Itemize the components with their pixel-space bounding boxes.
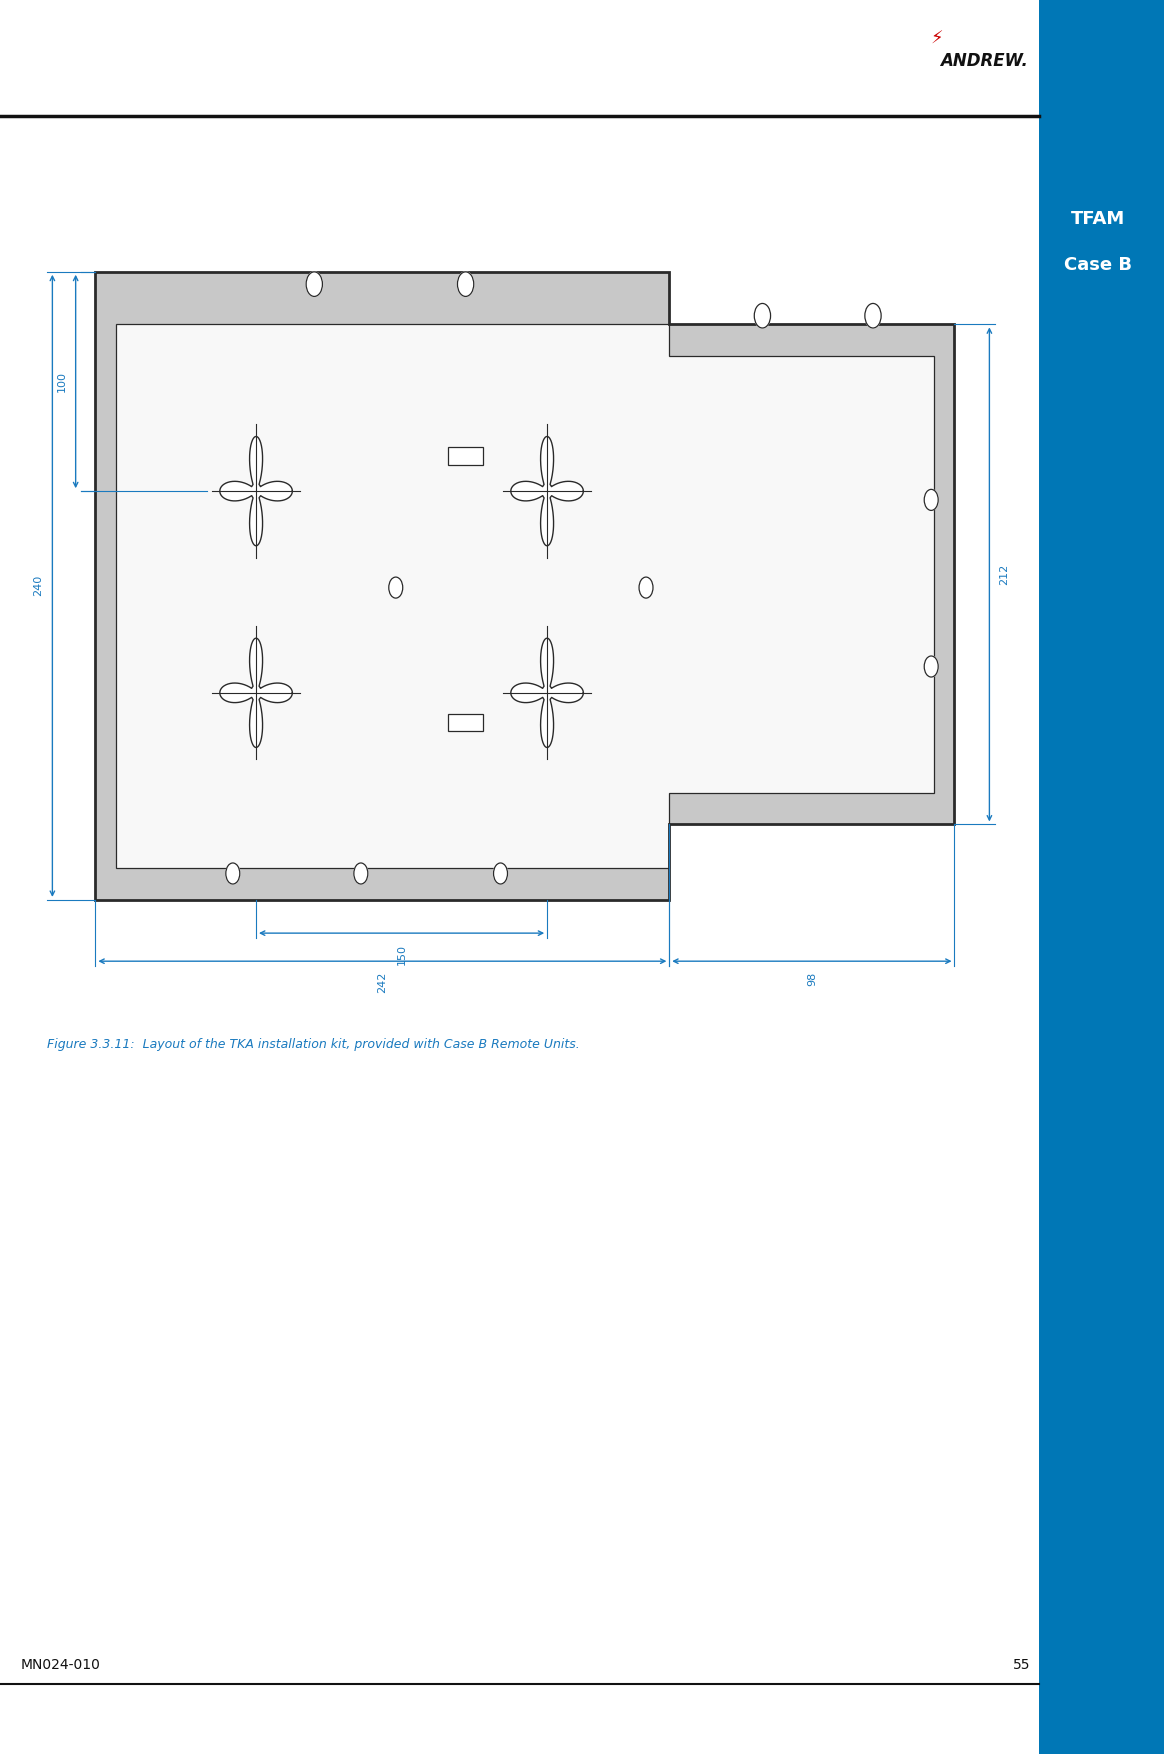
Text: Figure 3.3.11:  Layout of the TKA installation kit, provided with Case B Remote : Figure 3.3.11: Layout of the TKA install…	[47, 1038, 580, 1051]
Polygon shape	[511, 638, 583, 747]
Polygon shape	[220, 638, 292, 747]
Text: MN024-010: MN024-010	[21, 1658, 101, 1672]
Circle shape	[754, 303, 771, 328]
Circle shape	[924, 489, 938, 510]
Polygon shape	[95, 272, 954, 900]
Text: 100: 100	[56, 372, 66, 391]
Text: ANDREW.: ANDREW.	[939, 53, 1028, 70]
Text: 55: 55	[1013, 1658, 1030, 1672]
Text: ⚡: ⚡	[931, 30, 943, 47]
Bar	[116, 868, 669, 900]
Bar	[1039, 0, 1164, 1754]
Circle shape	[639, 577, 653, 598]
Bar	[448, 714, 483, 731]
Circle shape	[457, 272, 474, 296]
Bar	[95, 272, 669, 324]
Bar	[448, 447, 483, 465]
Polygon shape	[511, 437, 583, 545]
Bar	[934, 324, 954, 824]
Bar	[669, 324, 954, 356]
Text: 242: 242	[377, 972, 388, 993]
Circle shape	[924, 656, 938, 677]
Circle shape	[226, 863, 240, 884]
Text: TFAM: TFAM	[1071, 210, 1124, 228]
Text: 212: 212	[999, 563, 1009, 586]
Polygon shape	[220, 437, 292, 545]
Circle shape	[389, 577, 403, 598]
Text: Case B: Case B	[1064, 256, 1131, 274]
Text: 98: 98	[807, 972, 817, 986]
Circle shape	[865, 303, 881, 328]
Circle shape	[306, 272, 322, 296]
Text: 240: 240	[33, 575, 43, 596]
Bar	[95, 272, 116, 900]
Text: 150: 150	[397, 944, 406, 965]
Circle shape	[354, 863, 368, 884]
Bar	[669, 793, 934, 824]
Circle shape	[494, 863, 508, 884]
